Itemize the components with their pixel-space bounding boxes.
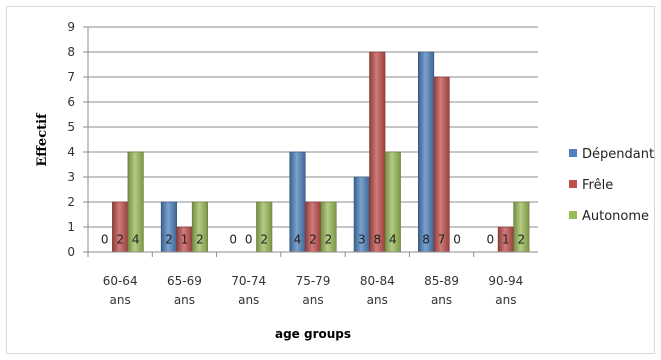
bar-data-label: 3: [358, 233, 366, 247]
y-tick-label: 8: [67, 45, 75, 59]
bar-data-label: 4: [389, 233, 397, 247]
x-tick-label: 70-74: [231, 274, 266, 288]
y-tick-label: 1: [67, 220, 75, 234]
x-tick-label: ans: [431, 293, 452, 307]
x-tick-label: 60-64: [103, 274, 138, 288]
legend: Dépendant Frêle Autonome: [569, 147, 654, 224]
bar-data-label: 0: [453, 233, 461, 247]
legend-label: Autonome: [582, 209, 649, 224]
x-tick-label: 80-84: [360, 274, 395, 288]
x-tick-label: 65-69: [167, 274, 202, 288]
x-tick-label: 90-94: [488, 274, 523, 288]
x-tick-label: ans: [174, 293, 195, 307]
bar: [369, 51, 386, 253]
bar-data-label: 0: [101, 233, 109, 247]
y-tick-label: 2: [67, 195, 75, 209]
bar: [433, 76, 450, 253]
y-tick-label: 4: [67, 145, 75, 159]
x-tick-label: ans: [367, 293, 388, 307]
y-tick-label: 9: [67, 20, 75, 34]
bar-data-label: 0: [487, 233, 495, 247]
y-tick-label: 3: [67, 170, 75, 184]
legend-swatch: [569, 211, 577, 219]
bar-data-label: 0: [245, 233, 253, 247]
y-tick-label: 6: [67, 95, 75, 109]
x-tick-label: ans: [238, 293, 259, 307]
x-axis-ticks: 60-64 ans 65-69 ans 70-74 ans 75-79 ans 80-84 ans…: [87, 252, 523, 307]
legend-swatch: [569, 180, 577, 188]
bar-data-label: 2: [165, 233, 173, 247]
bar-data-label: 0: [229, 233, 237, 247]
bar-data-label: 2: [116, 233, 124, 247]
legend-label: Frêle: [582, 178, 613, 193]
x-tick-label: 75-79: [296, 274, 331, 288]
legend-swatch: [569, 149, 577, 157]
bar-data-label: 8: [422, 233, 430, 247]
bar-data-label: 2: [518, 233, 526, 247]
bar-data-label: 2: [309, 233, 317, 247]
y-tick-label: 5: [67, 120, 75, 134]
x-tick-label: ans: [302, 293, 323, 307]
y-tick-label: 0: [67, 245, 75, 259]
x-tick-label: ans: [110, 293, 131, 307]
x-tick-label: ans: [495, 293, 516, 307]
bar: [418, 51, 435, 253]
y-axis-ticks: 0 1 2 3 4 5 6 7 8 9: [67, 20, 89, 259]
y-axis-label: Effectif: [35, 112, 50, 167]
bar-data-label: 8: [373, 233, 381, 247]
bar-data-label: 2: [260, 233, 268, 247]
x-axis-label: age groups: [275, 327, 351, 341]
bar-data-label: 1: [502, 233, 510, 247]
bar-data-label: 4: [294, 233, 302, 247]
bar-data-label: 2: [325, 233, 333, 247]
legend-label: Dépendant: [582, 147, 654, 162]
chart-frame: [6, 6, 655, 354]
bar-data-label: 4: [132, 233, 140, 247]
bars: [112, 51, 530, 253]
y-tick-label: 7: [67, 70, 75, 84]
x-tick-label: 85-89: [424, 274, 459, 288]
bar-data-label: 1: [181, 233, 189, 247]
bar-data-label: 7: [438, 233, 446, 247]
bar-data-label: 2: [196, 233, 204, 247]
